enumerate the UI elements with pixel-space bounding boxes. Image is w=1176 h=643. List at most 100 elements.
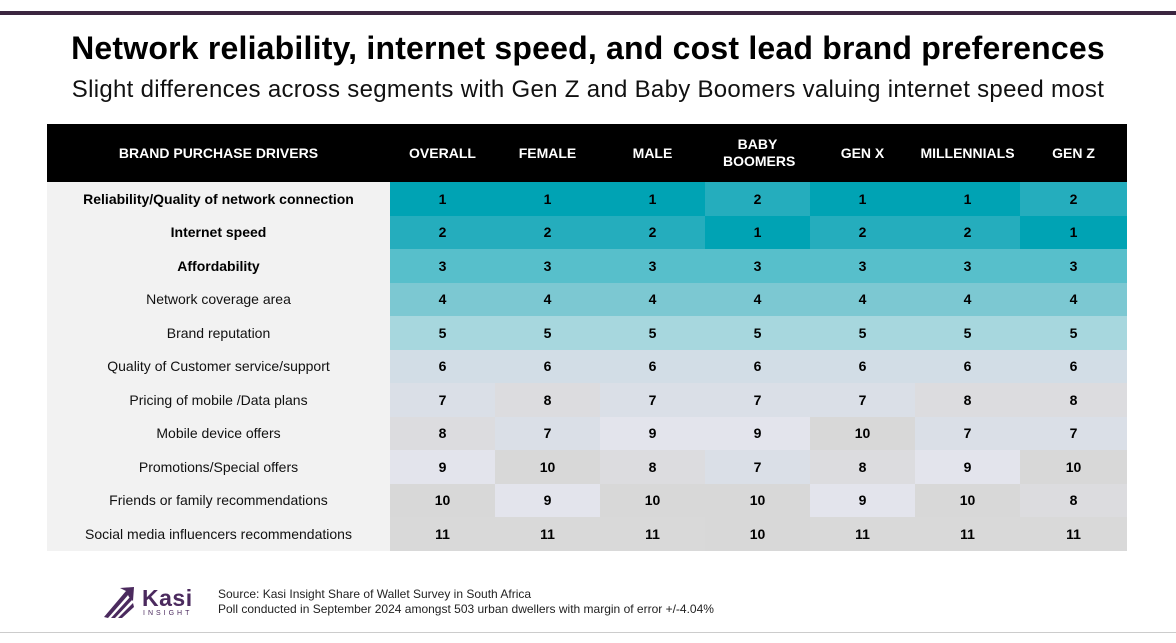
chart-title: Network reliability, internet speed, and… — [71, 30, 1105, 66]
rank-cell: 5 — [390, 316, 495, 350]
rank-cell: 5 — [495, 316, 600, 350]
rank-cell: 10 — [705, 517, 810, 551]
rank-cell: 2 — [810, 215, 915, 249]
rank-cell: 6 — [495, 349, 600, 383]
table-body: Reliability/Quality of network connectio… — [47, 182, 1127, 551]
row-label: Pricing of mobile /Data plans — [47, 383, 390, 417]
rank-cell: 2 — [1020, 182, 1127, 216]
rank-cell: 7 — [600, 383, 705, 417]
rank-cell: 8 — [495, 383, 600, 417]
rank-cell: 7 — [915, 416, 1020, 450]
column-header-male: MALE — [600, 124, 705, 182]
rank-cell: 3 — [390, 249, 495, 283]
row-label: Internet speed — [47, 215, 390, 249]
row-label: Friends or family recommendations — [47, 483, 390, 517]
rank-cell: 7 — [390, 383, 495, 417]
rank-cell: 10 — [600, 483, 705, 517]
rank-cell: 7 — [810, 383, 915, 417]
kasi-logo: Kasi INSIGHT — [102, 585, 202, 621]
table-row: Social media influencers recommendations… — [47, 517, 1127, 551]
rank-cell: 1 — [495, 182, 600, 216]
rank-cell: 1 — [390, 182, 495, 216]
rank-cell: 4 — [600, 282, 705, 316]
rank-cell: 9 — [390, 450, 495, 484]
rank-cell: 11 — [390, 517, 495, 551]
rank-cell: 6 — [1020, 349, 1127, 383]
rank-cell: 1 — [1020, 215, 1127, 249]
rank-cell: 9 — [600, 416, 705, 450]
chart-subtitle: Slight differences across segments with … — [71, 76, 1105, 103]
column-header-overall: OVERALL — [390, 124, 495, 182]
top-rule — [0, 11, 1176, 15]
rank-cell: 3 — [600, 249, 705, 283]
row-label: Network coverage area — [47, 282, 390, 316]
rank-cell: 9 — [915, 450, 1020, 484]
rank-cell: 5 — [705, 316, 810, 350]
rank-cell: 11 — [810, 517, 915, 551]
bottom-rule — [0, 632, 1176, 633]
rank-cell: 4 — [705, 282, 810, 316]
rank-cell: 8 — [390, 416, 495, 450]
rank-cell: 5 — [600, 316, 705, 350]
rank-cell: 11 — [600, 517, 705, 551]
rank-cell: 3 — [705, 249, 810, 283]
row-label: Affordability — [47, 249, 390, 283]
rank-cell: 5 — [1020, 316, 1127, 350]
table-row: Friends or family recommendations 10 9 10 10… — [47, 483, 1127, 517]
row-label: Quality of Customer service/support — [47, 349, 390, 383]
row-label: Reliability/Quality of network connectio… — [47, 182, 390, 216]
logo-wordmark: Kasi — [142, 585, 193, 611]
rank-cell: 3 — [1020, 249, 1127, 283]
rank-cell: 3 — [915, 249, 1020, 283]
column-header-millennials: MILLENNIALS — [915, 124, 1020, 182]
rank-cell: 2 — [915, 215, 1020, 249]
rank-cell: 10 — [915, 483, 1020, 517]
source-note: Source: Kasi Insight Share of Wallet Sur… — [218, 587, 714, 617]
table-row: Reliability/Quality of network connectio… — [47, 182, 1127, 216]
rank-cell: 11 — [495, 517, 600, 551]
row-label: Promotions/Special offers — [47, 450, 390, 484]
rank-cell: 2 — [495, 215, 600, 249]
table-row: Pricing of mobile /Data plans 7 8 7 7 7 8 8 — [47, 383, 1127, 417]
rank-cell: 8 — [915, 383, 1020, 417]
column-header-gen-z: GEN Z — [1020, 124, 1127, 182]
rank-cell: 4 — [495, 282, 600, 316]
rank-cell: 6 — [915, 349, 1020, 383]
table-row: Affordability 3 3 3 3 3 3 3 — [47, 249, 1127, 283]
column-header-baby-boomers: BABY BOOMERS — [705, 124, 810, 182]
kasi-arrow-icon — [104, 587, 134, 618]
column-header-drivers: BRAND PURCHASE DRIVERS — [47, 124, 390, 182]
row-label: Brand reputation — [47, 316, 390, 350]
rank-cell: 9 — [495, 483, 600, 517]
rank-cell: 11 — [1020, 517, 1127, 551]
rank-cell: 10 — [1020, 450, 1127, 484]
rank-cell: 10 — [810, 416, 915, 450]
column-header-female: FEMALE — [495, 124, 600, 182]
rank-cell: 1 — [810, 182, 915, 216]
row-label: Social media influencers recommendations — [47, 517, 390, 551]
logo-subtext: INSIGHT — [143, 610, 193, 617]
rank-cell: 11 — [915, 517, 1020, 551]
rank-cell: 7 — [1020, 416, 1127, 450]
table-row: Mobile device offers 8 7 9 9 10 7 7 — [47, 416, 1127, 450]
rank-cell: 4 — [915, 282, 1020, 316]
rank-cell: 2 — [390, 215, 495, 249]
source-line-1: Source: Kasi Insight Share of Wallet Sur… — [218, 587, 532, 601]
rank-cell: 5 — [915, 316, 1020, 350]
rank-cell: 6 — [810, 349, 915, 383]
rank-cell: 8 — [1020, 383, 1127, 417]
table-row: Internet speed 2 2 2 1 2 2 1 — [47, 215, 1127, 249]
rank-cell: 3 — [495, 249, 600, 283]
rank-cell: 9 — [705, 416, 810, 450]
table-row: Promotions/Special offers 9 10 8 7 8 9 10 — [47, 450, 1127, 484]
ranking-table: BRAND PURCHASE DRIVERS OVERALL FEMALE MALE… — [47, 124, 1127, 551]
column-header-gen-x: GEN X — [810, 124, 915, 182]
rank-cell: 6 — [600, 349, 705, 383]
rank-cell: 6 — [390, 349, 495, 383]
rank-cell: 2 — [705, 182, 810, 216]
table-row: Network coverage area 4 4 4 4 4 4 4 — [47, 282, 1127, 316]
source-line-2: Poll conducted in September 2024 amongst… — [218, 602, 714, 616]
rank-cell: 2 — [600, 215, 705, 249]
rank-cell: 5 — [810, 316, 915, 350]
rank-cell: 8 — [810, 450, 915, 484]
